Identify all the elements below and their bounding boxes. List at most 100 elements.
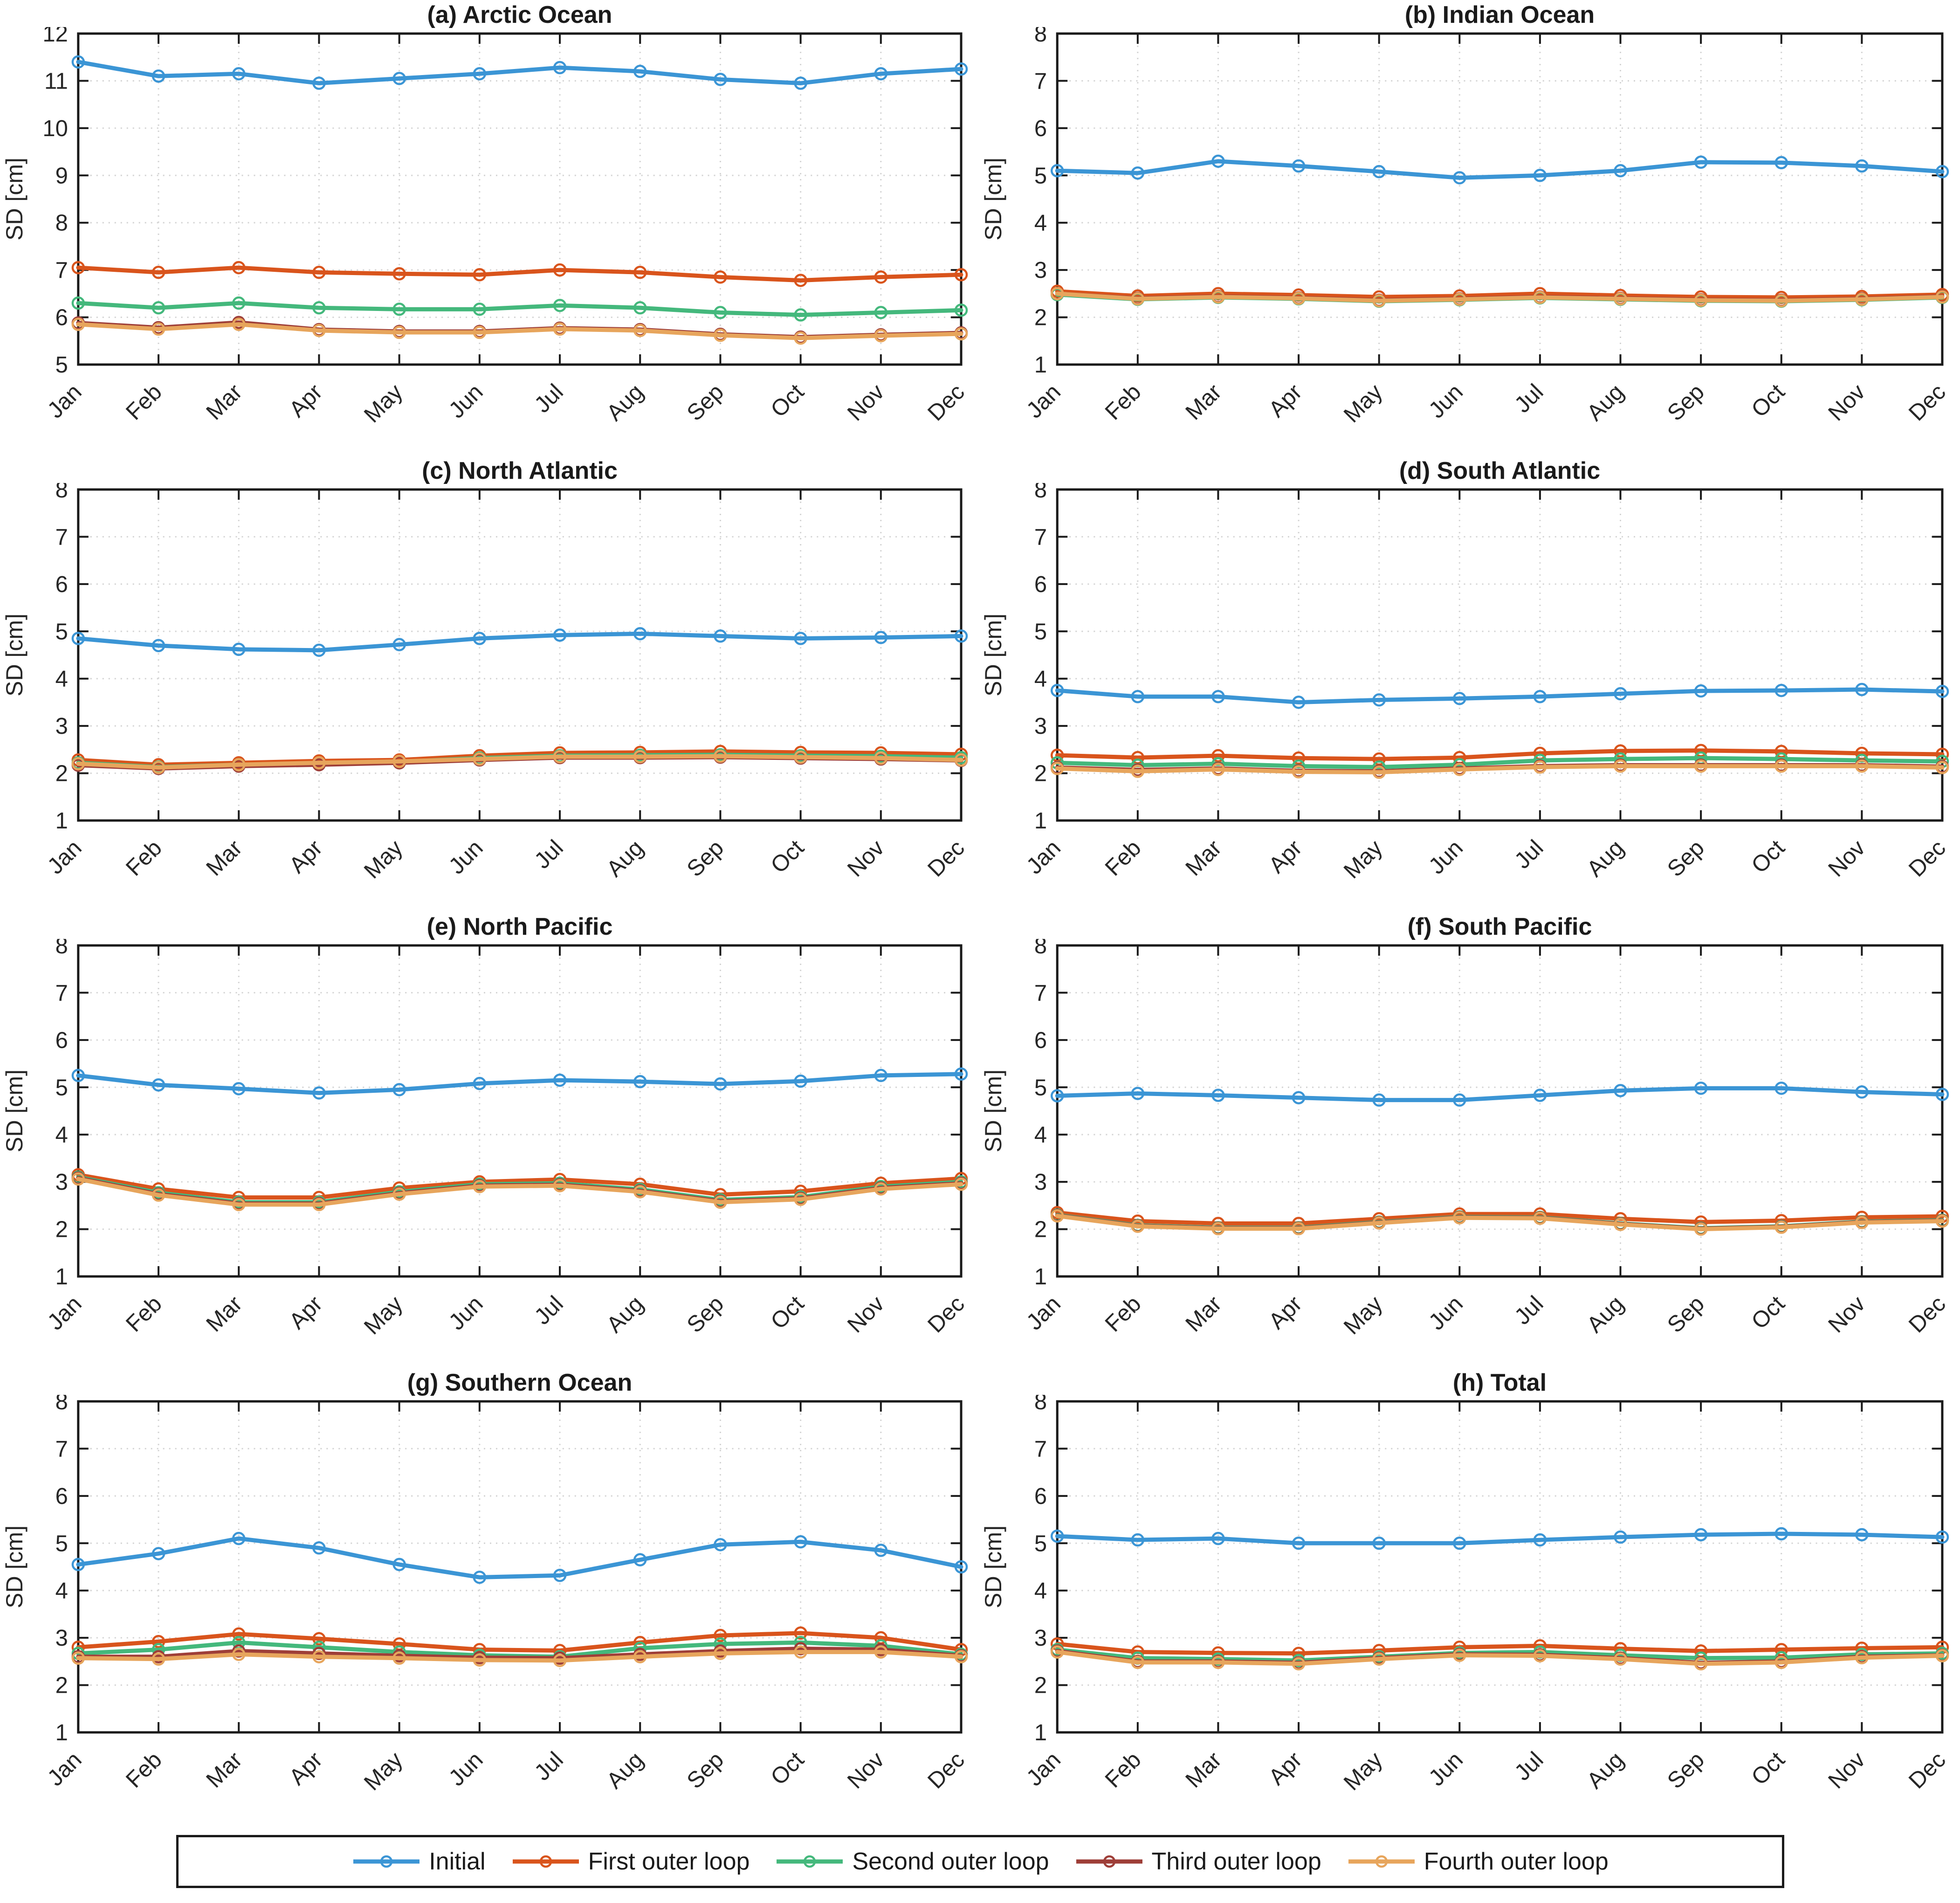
svg-text:Feb: Feb [121, 1747, 167, 1793]
svg-text:6: 6 [1034, 1028, 1047, 1053]
svg-text:9: 9 [55, 163, 68, 188]
svg-text:Aug: Aug [1582, 1747, 1629, 1794]
legend-marker-icon [353, 1855, 420, 1868]
svg-text:1: 1 [55, 1720, 68, 1745]
svg-text:4: 4 [55, 667, 68, 692]
legend-label: Third outer loop [1151, 1848, 1321, 1875]
svg-text:Oct: Oct [1747, 1291, 1789, 1334]
svg-text:May: May [359, 835, 408, 883]
svg-text:Oct: Oct [1747, 1747, 1789, 1790]
svg-text:6: 6 [55, 572, 68, 597]
legend-marker-icon [777, 1855, 843, 1868]
svg-text:Oct: Oct [766, 379, 809, 422]
svg-text:8: 8 [1034, 27, 1047, 47]
svg-text:May: May [359, 1747, 408, 1795]
svg-text:7: 7 [55, 980, 68, 1006]
svg-text:Dec: Dec [1904, 1291, 1951, 1338]
svg-text:1: 1 [1034, 1264, 1047, 1289]
svg-text:Nov: Nov [843, 1291, 889, 1338]
svg-text:4: 4 [1034, 667, 1047, 692]
svg-text:Apr: Apr [284, 379, 327, 422]
svg-text:Sep: Sep [1663, 835, 1709, 882]
svg-text:Jan: Jan [1022, 1291, 1066, 1335]
svg-text:SD [cm]: SD [cm] [980, 1525, 1006, 1608]
svg-text:Jan: Jan [43, 379, 87, 423]
svg-text:Apr: Apr [1264, 379, 1307, 422]
svg-text:8: 8 [1034, 939, 1047, 958]
svg-text:Jun: Jun [1424, 1291, 1468, 1335]
svg-text:Apr: Apr [284, 835, 327, 878]
svg-text:Jun: Jun [444, 379, 488, 423]
svg-text:1: 1 [1034, 1720, 1047, 1745]
svg-text:Jan: Jan [1022, 1747, 1066, 1791]
svg-text:Aug: Aug [602, 835, 648, 882]
svg-text:7: 7 [1034, 524, 1047, 550]
svg-text:2: 2 [55, 1217, 68, 1242]
panel-g-southern-ocean: (g) Southern Ocean 1 2 3 4 5 6 7 8 Jan Feb Mar Apr M… [0, 1371, 979, 1827]
svg-text:May: May [1339, 1747, 1388, 1795]
svg-text:Dec: Dec [923, 379, 970, 426]
svg-text:Dec: Dec [923, 1747, 970, 1794]
svg-text:8: 8 [55, 483, 68, 503]
svg-text:4: 4 [1034, 1123, 1047, 1148]
svg-text:7: 7 [55, 1436, 68, 1462]
svg-text:May: May [1339, 835, 1388, 883]
svg-text:7: 7 [1034, 69, 1047, 94]
svg-text:Feb: Feb [1100, 835, 1146, 881]
svg-text:2: 2 [1034, 761, 1047, 786]
chart-canvas-southern-ocean: 1 2 3 4 5 6 7 8 Jan Feb Mar Apr May Jun Jul Aug Sep Oct No… [1, 1395, 970, 1795]
svg-text:Jul: Jul [530, 1291, 568, 1330]
panel-grid: (a) Arctic Ocean 5 6 7 8 9 10 11 12 Jan Feb Mar Apr… [0, 3, 1960, 1827]
svg-text:Apr: Apr [284, 1747, 327, 1790]
svg-text:Mar: Mar [1181, 835, 1226, 881]
svg-text:Jan: Jan [43, 835, 87, 879]
svg-text:May: May [1339, 1291, 1388, 1339]
svg-text:6: 6 [55, 1028, 68, 1053]
svg-text:May: May [359, 379, 408, 427]
svg-text:Aug: Aug [602, 379, 648, 426]
svg-text:3: 3 [1034, 258, 1047, 283]
svg-text:Mar: Mar [1181, 1747, 1226, 1793]
svg-text:Apr: Apr [284, 1291, 327, 1334]
panel-title: (b) Indian Ocean [1404, 1, 1595, 28]
svg-text:Sep: Sep [1663, 379, 1709, 426]
panel-f-south-pacific: (f) South Pacific 1 2 3 4 5 6 7 8 Jan Feb Mar Apr Ma… [979, 915, 1960, 1371]
svg-text:Jun: Jun [1424, 379, 1468, 423]
svg-text:Sep: Sep [682, 835, 729, 882]
svg-text:2: 2 [55, 761, 68, 786]
svg-text:Apr: Apr [1264, 1747, 1307, 1790]
svg-text:2: 2 [1034, 1673, 1047, 1698]
svg-text:Oct: Oct [1747, 379, 1789, 422]
svg-text:Nov: Nov [843, 379, 889, 426]
svg-text:4: 4 [1034, 211, 1047, 236]
svg-text:12: 12 [42, 27, 68, 47]
svg-text:Aug: Aug [1582, 835, 1629, 882]
svg-text:Jul: Jul [1510, 1747, 1548, 1786]
legend-marker-icon [512, 1855, 579, 1868]
svg-text:Feb: Feb [121, 379, 167, 425]
svg-text:Oct: Oct [1747, 835, 1789, 878]
svg-text:1: 1 [55, 808, 68, 834]
chart-canvas-indian-ocean: 1 2 3 4 5 6 7 8 Jan Feb Mar Apr May Jun Jul Aug Sep Oct No… [980, 27, 1951, 427]
svg-text:Nov: Nov [843, 835, 889, 882]
panel-title: (h) Total [1452, 1369, 1547, 1396]
svg-text:Aug: Aug [602, 1747, 648, 1794]
legend-item-fourth-outer-loop: Fourth outer loop [1347, 1848, 1609, 1875]
svg-text:Jul: Jul [530, 835, 568, 874]
svg-text:Jan: Jan [43, 1747, 87, 1791]
svg-text:Jan: Jan [43, 1291, 87, 1335]
svg-text:2: 2 [1034, 1217, 1047, 1242]
svg-text:Sep: Sep [1663, 1747, 1709, 1794]
svg-text:Feb: Feb [1100, 1747, 1146, 1793]
svg-text:Nov: Nov [1823, 1747, 1870, 1793]
chart-canvas-north-atlantic: 1 2 3 4 5 6 7 8 Jan Feb Mar Apr May Jun Jul Aug Sep Oct No… [1, 483, 970, 883]
svg-text:Apr: Apr [1264, 835, 1307, 878]
svg-text:Sep: Sep [1663, 1291, 1709, 1338]
svg-text:7: 7 [55, 524, 68, 550]
svg-text:10: 10 [42, 116, 68, 141]
svg-text:1: 1 [1034, 808, 1047, 834]
svg-text:SD [cm]: SD [cm] [980, 1069, 1006, 1152]
svg-text:6: 6 [55, 305, 68, 331]
svg-text:Jul: Jul [1510, 835, 1548, 874]
svg-text:Mar: Mar [1181, 379, 1226, 425]
